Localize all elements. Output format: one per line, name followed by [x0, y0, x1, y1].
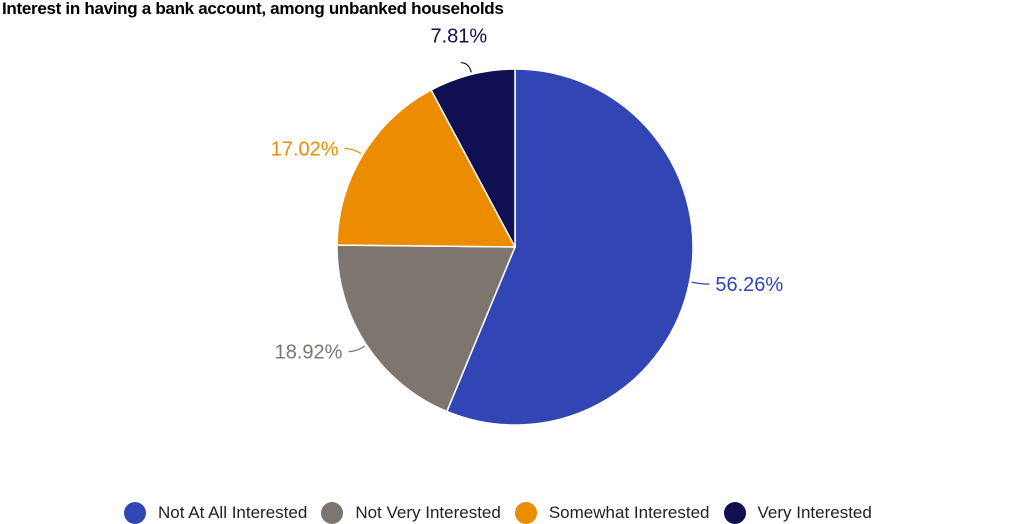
pie-slice[interactable] [336, 88, 517, 248]
legend-swatch-icon [321, 502, 344, 524]
label-leader-line [344, 147, 362, 155]
legend-item-not-very[interactable]: Not Very Interested [321, 502, 501, 524]
legend-swatch-icon [723, 502, 746, 524]
slice-value-label: 18.92% [275, 342, 343, 364]
pie-slice[interactable] [445, 68, 694, 426]
pie-chart: 56.26% 18.92% 17.02% 7.81% [271, 26, 784, 426]
chart-title: Interest in having a bank account, among… [2, 0, 504, 18]
legend: Not At All Interested Not Very Intereste… [124, 502, 872, 524]
legend-item-somewhat[interactable]: Somewhat Interested [514, 502, 710, 524]
pie-slice[interactable] [430, 68, 516, 248]
legend-label: Not Very Interested [355, 503, 501, 522]
label-leader-line [460, 62, 472, 73]
label-leader-line [691, 281, 710, 285]
legend-item-not-at-all[interactable]: Not At All Interested [124, 502, 307, 524]
legend-label: Not At All Interested [158, 503, 308, 522]
pie-slice[interactable] [336, 244, 517, 413]
pie-slices [336, 68, 694, 426]
slice-value-label: 7.81% [430, 26, 487, 48]
legend-label: Very Interested [757, 503, 872, 522]
slice-value-label: 56.26% [715, 274, 783, 296]
slice-value-label: 17.02% [271, 138, 339, 160]
label-leader-line [348, 345, 366, 353]
legend-swatch-icon [514, 502, 537, 524]
legend-swatch-icon [124, 502, 146, 524]
legend-item-very[interactable]: Very Interested [723, 502, 872, 524]
legend-label: Somewhat Interested [548, 503, 710, 522]
pie-labels: 56.26% 18.92% 17.02% 7.81% [271, 26, 784, 364]
